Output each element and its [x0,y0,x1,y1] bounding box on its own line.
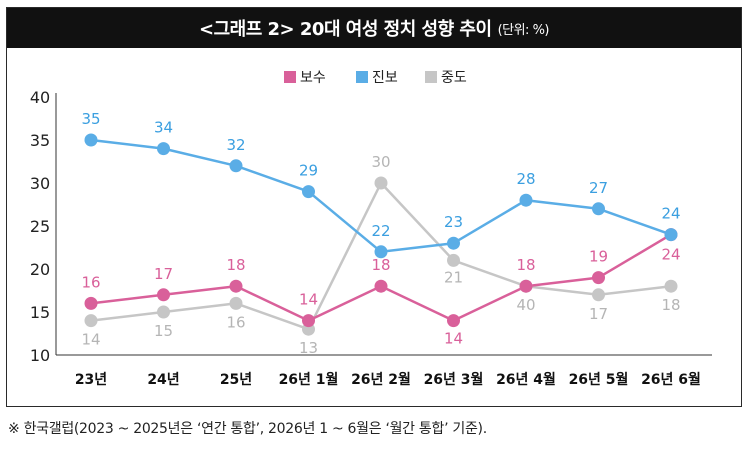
data-label-0-3: 14 [299,291,318,309]
data-label-0-1: 17 [154,265,173,283]
y-tick-label: 40 [30,88,50,107]
data-label-1-2: 32 [226,136,245,154]
data-point-0-3 [302,314,315,328]
x-tick-label: 26년 6월 [641,371,701,388]
x-tick-label: 23년 [75,372,107,388]
footnote: ※ 한국갤럽(2023 ~ 2025년은 ‘연간 통합’, 2026년 1 ~ … [8,421,487,437]
data-label-0-8: 24 [661,246,680,264]
data-label-2-1: 15 [154,322,173,340]
data-point-2-5 [447,253,460,267]
x-tick-label: 26년 4월 [496,371,556,388]
data-point-1-4 [374,245,388,259]
data-point-0-5 [447,314,460,328]
data-point-0-1 [157,288,170,302]
data-label-0-6: 18 [516,256,535,274]
data-label-0-0: 16 [81,273,100,291]
data-label-2-7: 17 [589,305,608,323]
data-point-1-6 [519,193,533,207]
y-tick-label: 30 [30,174,50,193]
legend-label-1: 진보 [372,70,398,86]
data-label-1-8: 24 [661,205,680,223]
data-label-1-5: 23 [444,213,463,231]
y-tick-label: 15 [30,303,50,322]
legend-swatch-0 [284,71,296,83]
data-label-0-4: 18 [371,256,390,274]
data-point-0-4 [374,279,388,293]
data-point-1-0 [84,133,98,147]
chart-frame: <그래프 2> 20대 여성 정치 성향 추이 (단위: %) [6,7,742,407]
data-point-1-7 [592,202,605,216]
data-point-1-1 [157,142,170,156]
data-point-2-4 [374,176,388,190]
data-label-0-5: 14 [444,330,463,348]
y-tick-label: 35 [30,131,50,150]
data-label-1-7: 27 [589,179,608,197]
data-point-2-2 [229,296,243,310]
data-point-1-8 [664,228,678,242]
legend-label-0: 보수 [300,70,326,86]
data-point-2-0 [84,314,98,328]
data-point-0-0 [84,296,98,310]
x-tick-label: 24년 [147,372,179,388]
data-label-2-2: 16 [226,313,245,331]
y-tick-label: 20 [30,260,50,279]
data-point-2-7 [592,288,605,302]
y-tick-label: 10 [30,346,50,365]
data-label-1-0: 35 [81,110,100,128]
x-tick-label: 26년 2월 [351,371,411,388]
data-label-0-2: 18 [226,256,245,274]
data-point-2-1 [157,305,170,319]
x-tick-label: 26년 3월 [424,371,484,388]
legend-swatch-1 [356,71,368,83]
data-point-1-2 [229,159,243,173]
data-label-2-5: 21 [444,268,463,286]
chart-title: <그래프 2> 20대 여성 정치 성향 추이 [199,19,492,40]
x-tick-label: 26년 1월 [279,371,339,388]
data-point-0-6 [519,279,533,293]
chart-title-bar: <그래프 2> 20대 여성 정치 성향 추이 (단위: %) [7,8,741,48]
x-tick-label: 25년 [220,372,252,388]
data-label-1-4: 22 [371,222,390,240]
data-point-0-7 [592,271,605,285]
x-tick-label: 26년 5월 [569,371,629,388]
data-point-2-8 [664,279,678,293]
data-label-1-1: 34 [154,119,173,137]
legend-swatch-2 [425,71,437,83]
y-tick-label: 25 [30,217,50,236]
data-point-1-3 [302,185,315,199]
chart-unit: (단위: %) [497,22,550,38]
data-label-1-6: 28 [516,170,535,188]
data-label-2-6: 40 [516,296,535,314]
data-label-2-0: 14 [81,331,100,349]
data-point-1-5 [447,236,460,250]
data-label-2-8: 18 [661,296,680,314]
legend-label-2: 중도 [441,70,467,86]
data-point-0-2 [229,279,243,293]
data-label-0-7: 19 [589,248,608,266]
data-label-2-4: 30 [371,153,390,171]
data-label-2-3: 13 [299,339,318,357]
data-label-1-3: 29 [299,162,318,180]
